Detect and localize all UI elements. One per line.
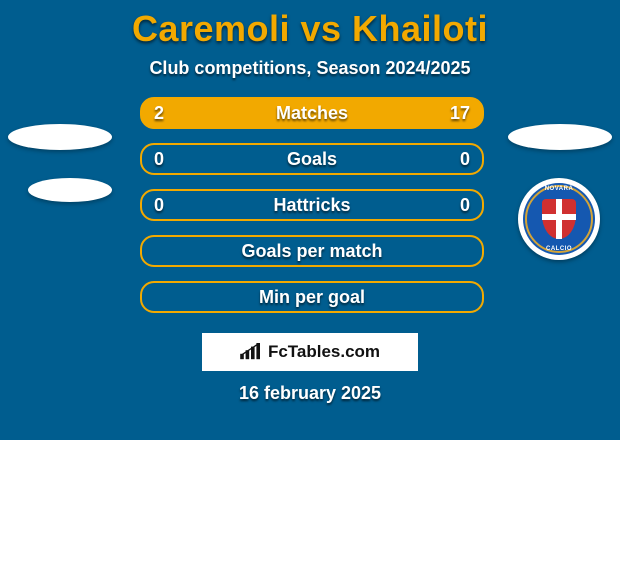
stat-right-value: 0 [460,195,470,216]
footer-date: 16 february 2025 [0,383,620,404]
stat-bar: 0 Goals 0 [140,143,484,175]
bar-chart-icon [240,343,262,361]
stat-bar: Goals per match [140,235,484,267]
stat-bar: 0 Hattricks 0 [140,189,484,221]
stat-row: 0 Hattricks 0 [0,189,620,235]
fctables-logo-box: FcTables.com [202,333,418,371]
stat-left-value: 0 [154,195,164,216]
stat-row: Min per goal [0,281,620,327]
stat-right-value: 17 [450,103,470,124]
stat-left-value: 2 [154,103,164,124]
stat-label: Hattricks [273,195,350,216]
stat-bar: Min per goal [140,281,484,313]
stat-row: 0 Goals 0 [0,143,620,189]
stat-left-value: 0 [154,149,164,170]
stat-label: Matches [276,103,348,124]
stat-label: Min per goal [259,287,365,308]
stat-bar: 2 Matches 17 [140,97,484,129]
stat-rows-container: 2 Matches 17 0 Goals 0 0 Hattricks 0 Goals per ma… [0,97,620,327]
comparison-card: Caremoli vs Khailoti Club competitions, … [0,0,620,440]
stat-label: Goals [287,149,337,170]
fctables-logo-text: FcTables.com [268,342,380,362]
stat-row: 2 Matches 17 [0,97,620,143]
stat-row: Goals per match [0,235,620,281]
subtitle: Club competitions, Season 2024/2025 [0,58,620,79]
stat-right-value: 0 [460,149,470,170]
page-title: Caremoli vs Khailoti [0,0,620,50]
stat-label: Goals per match [241,241,382,262]
